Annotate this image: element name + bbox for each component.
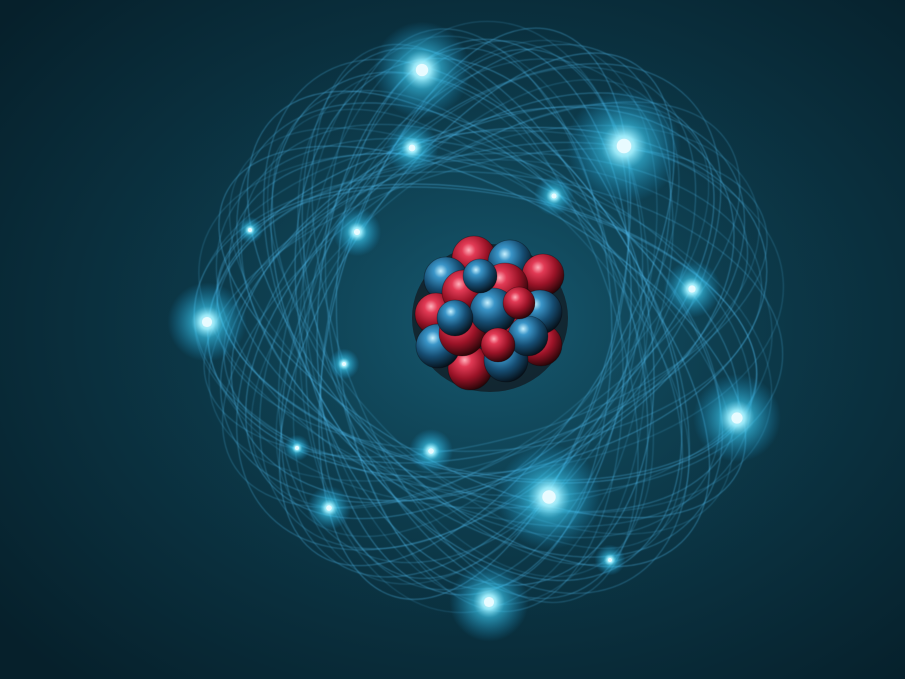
neutron-sphere — [462, 258, 498, 294]
electron-core — [353, 228, 361, 236]
orbit-lines — [193, 20, 784, 613]
orbit-line — [247, 90, 710, 568]
electron-core — [326, 505, 332, 511]
electron-core — [408, 144, 416, 152]
orbit-line — [305, 40, 644, 591]
orbit-line — [267, 108, 690, 549]
orbit-line — [222, 101, 741, 508]
electron-core — [428, 448, 434, 454]
neutron-sphere — [436, 299, 474, 337]
electron-core — [731, 412, 743, 424]
electron-core — [342, 362, 346, 366]
proton-sphere — [480, 327, 516, 363]
orbit-line — [293, 40, 658, 585]
electron-core — [295, 446, 299, 450]
orbit-line — [240, 123, 721, 539]
orbit-line — [203, 148, 768, 458]
orbit-line — [271, 90, 683, 566]
electron-core — [542, 490, 556, 504]
electron-core — [248, 228, 252, 232]
nucleus — [412, 235, 568, 392]
electron-core — [201, 316, 213, 328]
orbit-line — [259, 66, 697, 550]
orbit-line — [236, 63, 722, 551]
electron-core — [616, 138, 632, 154]
electron-core — [551, 193, 557, 199]
electron-core — [415, 63, 429, 77]
electron-core — [608, 558, 612, 562]
electron-core — [688, 285, 696, 293]
orbit-line — [318, 27, 631, 600]
electron-core — [483, 596, 495, 608]
proton-sphere — [502, 286, 536, 320]
orbit-line — [250, 102, 710, 509]
electron-group — [167, 21, 781, 642]
orbit-line — [245, 92, 715, 519]
orbit-line — [236, 102, 723, 558]
orbit-line — [297, 72, 654, 578]
orbit-line — [223, 141, 748, 464]
